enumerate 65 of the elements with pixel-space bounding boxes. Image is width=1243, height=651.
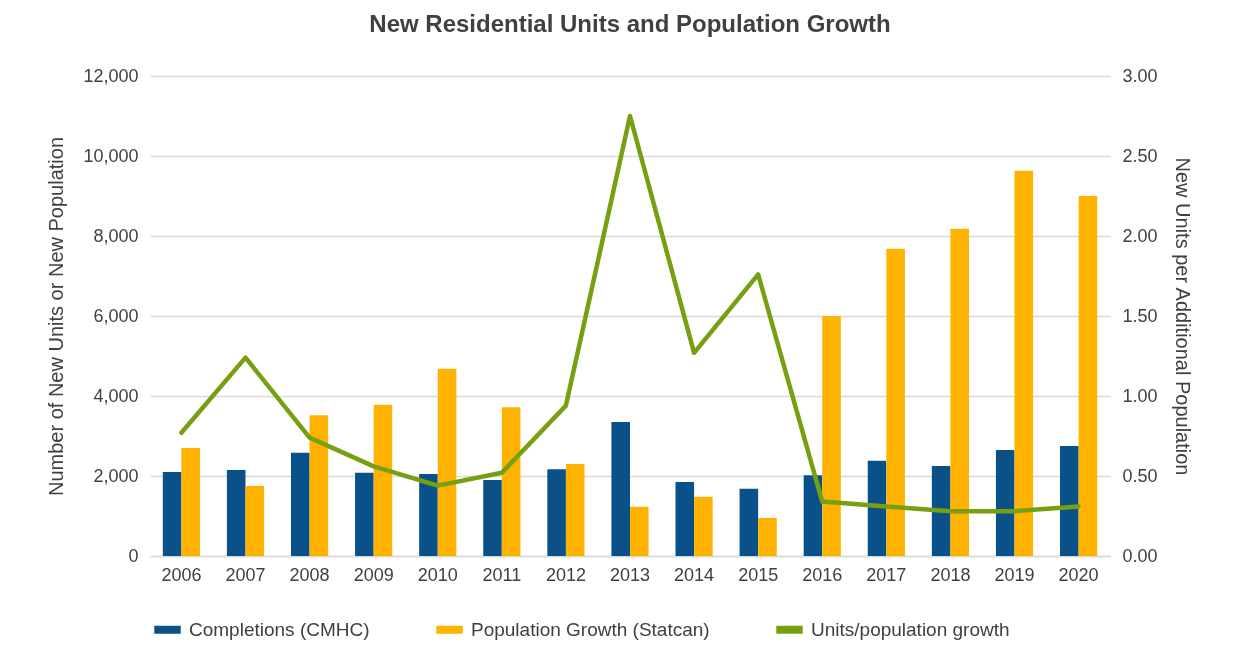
- x-tick-label: 2013: [609, 564, 651, 585]
- bar: [950, 228, 970, 556]
- y2-axis-title: New Units per Additional Population: [1171, 157, 1194, 476]
- x-tick-label: 2016: [802, 564, 843, 585]
- x-tick-label: 2011: [482, 564, 522, 585]
- y-axis-title: Number of New Units or New Population: [45, 136, 68, 497]
- y-tick-label: 12,000: [83, 65, 139, 86]
- bar: [694, 496, 713, 556]
- bar: [1014, 170, 1034, 556]
- bar: [758, 518, 777, 556]
- bar: [226, 470, 246, 556]
- x-tick-label: 2009: [353, 564, 394, 585]
- y2-tick-label: 3.00: [1122, 65, 1158, 86]
- x-tick-label: 2018: [930, 564, 971, 585]
- bar: [867, 460, 887, 556]
- y-tick-label: 0: [128, 545, 139, 566]
- x-tick-label: 2010: [417, 564, 458, 585]
- x-tick-label: 2006: [161, 564, 202, 585]
- y2-tick-label: 0.00: [1122, 545, 1158, 566]
- legend-label: Units/population growth: [811, 618, 1010, 640]
- bar: [995, 450, 1015, 556]
- x-tick-label: 2019: [994, 564, 1035, 585]
- y2-tick-label: 1.50: [1122, 305, 1158, 326]
- bar: [611, 422, 630, 556]
- bar: [822, 316, 841, 556]
- y-tick-label: 2,000: [93, 465, 139, 486]
- legend-label: Completions (CMHC): [189, 618, 370, 640]
- y-tick-label: 8,000: [93, 225, 139, 246]
- legend-label: Population Growth (Statcan): [471, 618, 710, 640]
- x-tick-label: 2012: [545, 564, 586, 585]
- x-tick-label: 2017: [866, 564, 907, 585]
- bar: [419, 474, 438, 556]
- line-series: [179, 113, 1081, 514]
- bar: [739, 488, 759, 556]
- bar: [162, 472, 182, 556]
- bar: [181, 448, 200, 556]
- bar: [290, 452, 310, 556]
- bar: [675, 482, 695, 556]
- bar: [483, 480, 502, 556]
- bar: [931, 466, 951, 556]
- x-tick-label: 2015: [738, 564, 779, 585]
- bar: [437, 368, 457, 556]
- y-tick-label: 4,000: [93, 385, 139, 406]
- y2-tick-label: 1.00: [1122, 385, 1158, 406]
- bar: [1060, 446, 1079, 556]
- chart-title: New Residential Units and Population Growth: [369, 10, 891, 37]
- x-tick-label: 2020: [1058, 564, 1099, 585]
- x-tick-label: 2014: [674, 564, 715, 585]
- bar: [373, 404, 393, 556]
- bar: [1078, 196, 1098, 556]
- y2-tick-label: 0.50: [1122, 465, 1158, 486]
- bar: [355, 472, 374, 556]
- bar: [630, 506, 649, 556]
- bar: [245, 486, 265, 556]
- y-tick-label: 6,000: [93, 305, 139, 326]
- bar: [547, 469, 566, 556]
- bar: [501, 407, 521, 556]
- y2-tick-label: 2.00: [1122, 225, 1158, 246]
- y-tick-label: 10,000: [83, 145, 139, 166]
- y2-tick-label: 2.50: [1122, 145, 1158, 166]
- bar: [886, 248, 905, 556]
- x-tick-label: 2008: [289, 564, 330, 585]
- bar: [565, 464, 585, 556]
- x-tick-label: 2007: [225, 564, 266, 585]
- bar: [309, 415, 329, 556]
